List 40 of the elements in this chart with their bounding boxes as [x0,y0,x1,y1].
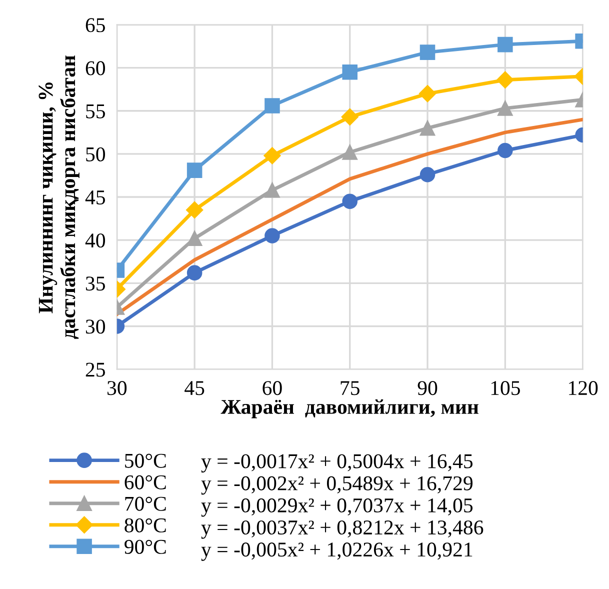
point [341,108,358,126]
x-tick-label: 105 [491,381,520,396]
legend-label: 60°C [124,475,166,490]
point [420,120,436,136]
point [418,85,436,102]
point [420,44,436,60]
point [264,98,280,114]
point [342,144,358,160]
x-tick-label: 90 [418,381,438,396]
point [264,182,280,198]
x-tick-label: 60 [262,381,282,396]
x-axis-title: Жараён давомийлиги, мин [220,399,478,418]
y-tick-label: 45 [85,190,106,204]
y-tick-label: 35 [86,276,106,291]
y-tick-label: 30 [86,320,106,334]
legend-label: 50°C [125,454,166,468]
x-tick-label: 120 [569,381,598,396]
y-tick-label: 50 [86,147,106,162]
legend-label: 70°C [125,496,166,511]
text: y = -0,0029x² + 0,7037x + 14,05 [201,498,473,517]
point [264,147,281,164]
y-axis-title: Инулиннинг чиқиши, % дастлабки миқдорга нисбатан [38,55,80,339]
y-tick-label: 40 [85,233,106,248]
text: y = -0,0017x² + 0,5004x + 16,45 [201,454,473,473]
point [342,194,358,209]
y-tick-label: 55 [86,104,106,118]
x-tick-label: 75 [340,381,360,396]
x-tick-label: 45 [184,381,204,396]
text: y = -0,002x² + 0,5489x + 16,729 [201,476,473,495]
y-tick-label: 60 [86,61,106,76]
legend-label: 80°C [124,518,166,532]
x-tick-label: 30 [108,381,127,396]
y-tick-label: 65 [86,18,106,32]
point [342,64,358,80]
legend-label: 90°C [124,540,166,554]
point [264,228,280,244]
text: y = -0,005x² + 1,0226x + 10,921 [201,542,472,561]
y-tick-label: 25 [86,362,106,377]
point [420,166,436,182]
text: y = -0,0037x² + 0,8212x + 13,486 [201,520,484,539]
